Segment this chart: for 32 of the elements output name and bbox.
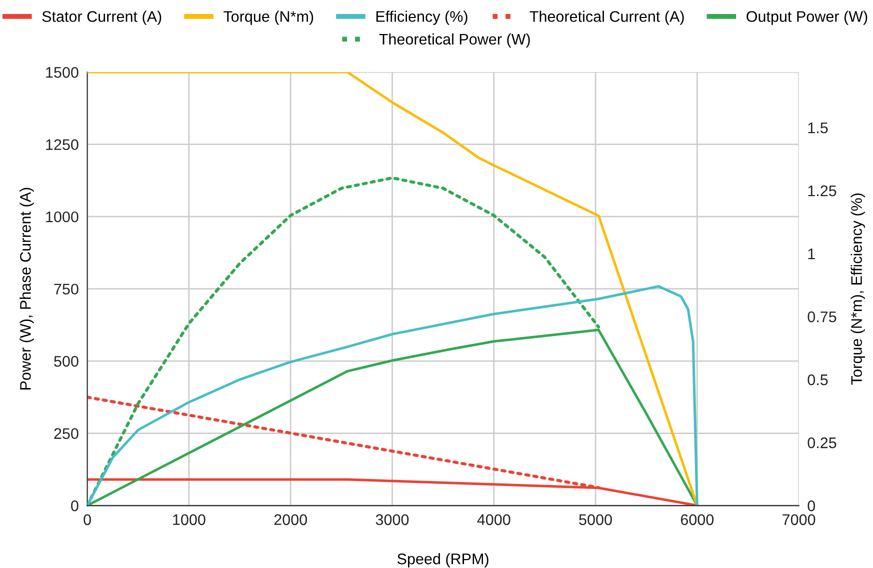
x-tick-label: 4000 [477, 514, 510, 526]
legend-label: Theoretical Power (W) [379, 33, 530, 48]
y2-tick-label: 1.25 [808, 185, 836, 196]
x-tick-label: 1000 [173, 514, 206, 526]
y-tick-label: 1500 [46, 67, 78, 78]
x-tick-label: 7000 [782, 514, 816, 526]
y-tick-label: 250 [54, 428, 78, 439]
y2-tick-label: 0 [808, 500, 816, 512]
x-tick-label: 6000 [680, 514, 714, 526]
y-tick-label: 1000 [46, 211, 78, 222]
x-tick-label: 2000 [274, 514, 307, 526]
x-axis-title: Speed (RPM) [397, 553, 488, 568]
y2-tick-label: 0.5 [808, 374, 828, 386]
legend-label: Output Power (W) [746, 10, 868, 25]
x-tick-label: 0 [84, 514, 91, 526]
legend-label: Theoretical Current (A) [530, 10, 684, 25]
y2-axis-title: Torque (N*m), Efficiency (%) [850, 194, 865, 385]
y2-tick-label: 0.75 [808, 311, 836, 322]
y-tick-label: 750 [54, 284, 78, 295]
y2-tick-label: 1.5 [808, 122, 828, 134]
legend-label: Torque (N*m) [224, 10, 314, 25]
line-series [87, 285, 698, 506]
legend-label: Stator Current (A) [42, 10, 162, 25]
y2-tick-label: 0.25 [808, 437, 836, 448]
y-tick-label: 0 [71, 500, 78, 512]
y-tick-label: 500 [54, 356, 78, 367]
legend-label: Efficiency (%) [376, 10, 468, 25]
x-tick-label: 3000 [376, 514, 409, 526]
y-tick-label: 1250 [46, 139, 78, 150]
x-tick-label: 5000 [579, 514, 612, 526]
y2-tick-label: 1 [808, 248, 815, 260]
y-axis-title: Power (W), Phase Current (A) [20, 188, 34, 390]
